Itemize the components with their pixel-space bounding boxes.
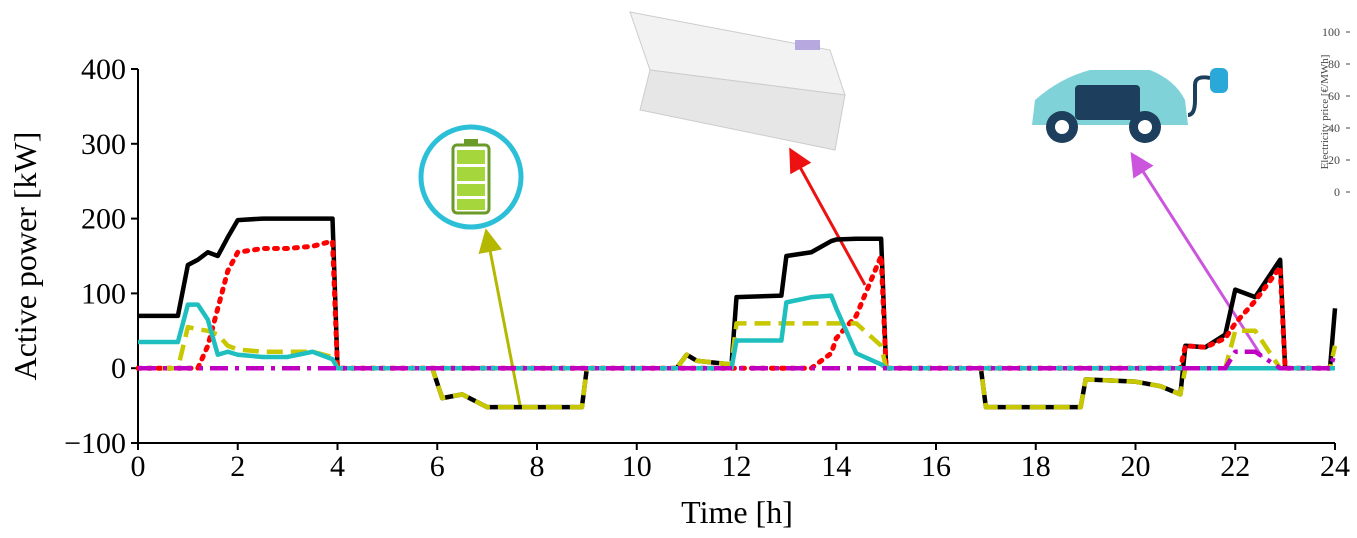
y-axis-label: Active power [kW] — [7, 132, 43, 381]
y-tick-label: 400 — [81, 53, 126, 86]
car-icon — [1032, 68, 1228, 143]
x-tick-label: 4 — [330, 450, 345, 483]
x-tick-label: 16 — [921, 450, 951, 483]
y2-tick-label: 40 — [1328, 121, 1340, 135]
x-tick-label: 20 — [1121, 450, 1151, 483]
y2-tick-label: 0 — [1334, 185, 1340, 199]
x-tick-label: 14 — [821, 450, 851, 483]
x-tick-label: 22 — [1220, 450, 1250, 483]
x-tick-label: 6 — [430, 450, 445, 483]
arrow — [789, 147, 867, 286]
x-tick-label: 8 — [530, 450, 545, 483]
arrow — [1130, 151, 1264, 358]
x-axis-label: Time [h] — [681, 494, 793, 530]
x-tick-label: 12 — [722, 450, 752, 483]
x-tick-label: 0 — [131, 450, 146, 483]
y-tick-label: 300 — [81, 128, 126, 161]
heater-icon — [629, 11, 846, 151]
series-line — [138, 349, 1338, 371]
y-tick-label: 100 — [81, 277, 126, 310]
battery-icon — [418, 124, 524, 230]
y2-tick-label: 20 — [1328, 153, 1340, 167]
y-tick-label: −100 — [64, 427, 126, 460]
x-tick-label: 2 — [230, 450, 245, 483]
x-tick-label: 18 — [1021, 450, 1051, 483]
series-line — [135, 238, 1338, 371]
y2-tick-label: 80 — [1328, 57, 1340, 71]
y2-tick-label: 100 — [1322, 25, 1340, 39]
series-line — [138, 321, 1338, 410]
arrow — [478, 228, 522, 406]
y2-tick-label: 60 — [1328, 89, 1340, 103]
y2-axis-label: Electricity price [€/MWh] — [1319, 55, 1331, 170]
x-tick-label: 24 — [1320, 450, 1350, 483]
x-tick-label: 10 — [622, 450, 652, 483]
y-tick-label: 0 — [111, 352, 126, 385]
y-tick-label: 200 — [81, 203, 126, 236]
